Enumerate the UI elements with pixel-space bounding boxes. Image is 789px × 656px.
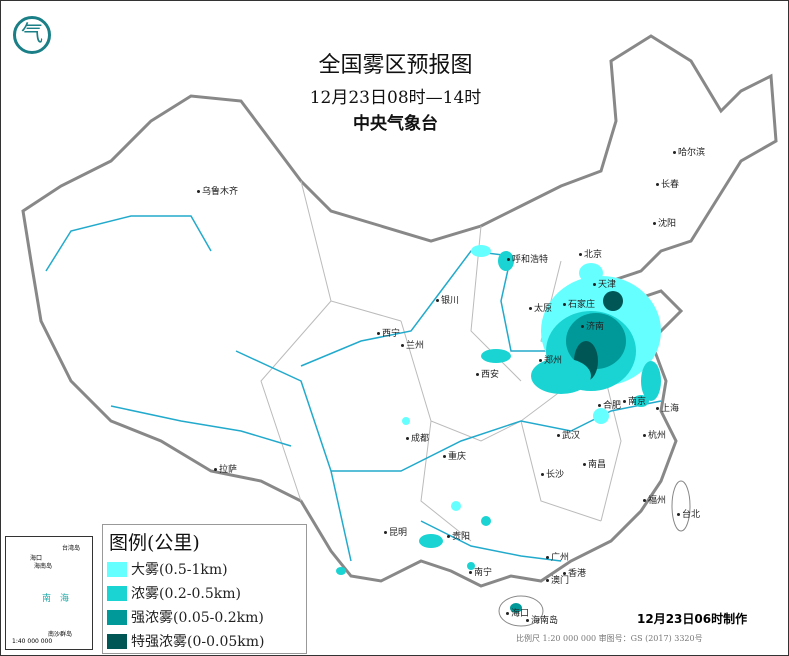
city-label: 济南: [581, 319, 604, 332]
fog-area: [402, 417, 410, 425]
city-label: 昆明: [384, 525, 407, 538]
fog-area: [336, 567, 346, 575]
city-label: 台北: [677, 507, 700, 520]
fog-area: [481, 516, 491, 526]
city-label: 银川: [436, 293, 459, 306]
legend-label: 浓雾(0.2-0.5km): [131, 586, 241, 602]
forecast-period: 12月23日08时—14时: [309, 88, 482, 108]
city-label: 武汉: [557, 428, 580, 441]
river-yarlung: [110, 405, 292, 447]
city-label: 海南岛: [526, 613, 558, 626]
inset-label: 海南岛: [34, 563, 53, 570]
river-yangtze: [235, 350, 662, 562]
fog-area: [603, 291, 623, 311]
city-label: 合肥: [598, 398, 621, 411]
inset-label: 海口: [30, 555, 43, 562]
legend: 图例(公里) 大雾(0.5-1km) 浓雾(0.2-0.5km) 强浓雾(0.0…: [102, 524, 307, 654]
city-label: 石家庄: [563, 297, 595, 310]
taiwan-island: [671, 480, 691, 532]
city-label: 兰州: [401, 338, 424, 351]
city-label: 杭州: [643, 428, 666, 441]
inset-scale: 1:40 000 000: [12, 638, 53, 645]
river-tarim: [45, 215, 212, 272]
legend-label: 强浓雾(0.05-0.2km): [131, 610, 264, 626]
fog-area: [531, 358, 591, 394]
city-label: 乌鲁木齐: [197, 184, 238, 197]
inset-label: 台湾岛: [62, 545, 81, 552]
legend-item: 大雾(0.5-1km): [107, 557, 306, 581]
fog-area: [419, 534, 443, 548]
city-label: 郑州: [539, 353, 562, 366]
river-pearl: [420, 520, 562, 562]
legend-swatch: [107, 585, 127, 601]
city-label: 拉萨: [214, 462, 237, 475]
inset-label: 海: [60, 594, 70, 604]
south-china-sea-inset: 台湾岛 海口 海南岛 南 海 南沙群岛 1:40 000 000: [5, 536, 93, 650]
city-label: 广州: [546, 550, 569, 563]
city-label: 西安: [476, 367, 499, 380]
fog-area: [481, 349, 511, 363]
city-label: 南京: [623, 394, 646, 407]
legend-label: 大雾(0.5-1km): [131, 562, 228, 578]
city-label: 成都: [406, 431, 429, 444]
hainan-island: [498, 595, 544, 627]
city-label: 南宁: [469, 565, 492, 578]
legend-item: 强浓雾(0.05-0.2km): [107, 605, 306, 629]
legend-item: 浓雾(0.2-0.5km): [107, 581, 306, 605]
city-label: 太原: [529, 301, 552, 314]
fog-area: [641, 361, 661, 401]
city-label: 澳门: [546, 573, 569, 586]
legend-item: 特强浓雾(0-0.05km): [107, 629, 306, 653]
issue-time: 12月23日06时制作: [637, 612, 748, 626]
legend-label: 特强浓雾(0-0.05km): [131, 634, 265, 650]
legend-title: 图例(公里): [109, 532, 200, 554]
city-label: 香港: [563, 566, 586, 579]
inset-label: 南沙群岛: [48, 631, 73, 638]
city-label: 沈阳: [653, 216, 676, 229]
legend-swatch: [107, 561, 127, 577]
legend-swatch: [107, 609, 127, 625]
city-label: 贵阳: [447, 529, 470, 542]
city-label: 上海: [656, 401, 679, 414]
city-label: 天津: [593, 277, 616, 290]
city-label: 长春: [656, 177, 679, 190]
issuer: 中央气象台: [353, 114, 438, 134]
city-label: 福州: [643, 493, 666, 506]
fog-area: [593, 408, 609, 424]
inset-label: 南: [42, 594, 52, 604]
city-label: 海口: [506, 606, 529, 619]
city-label: 西宁: [377, 326, 400, 339]
city-label: 哈尔滨: [673, 145, 705, 158]
city-label: 重庆: [443, 449, 466, 462]
scale-and-approval: 比例尺 1:20 000 000 审图号：GS (2017) 3320号: [516, 634, 703, 643]
fog-area: [451, 501, 461, 511]
city-label: 呼和浩特: [507, 252, 548, 265]
cma-logo: 气: [13, 16, 51, 54]
city-label: 南昌: [583, 457, 606, 470]
city-label: 长沙: [541, 467, 564, 480]
city-label: 北京: [579, 247, 602, 260]
fog-area: [471, 245, 491, 257]
map-title: 全国雾区预报图: [318, 53, 473, 78]
legend-swatch: [107, 633, 127, 649]
